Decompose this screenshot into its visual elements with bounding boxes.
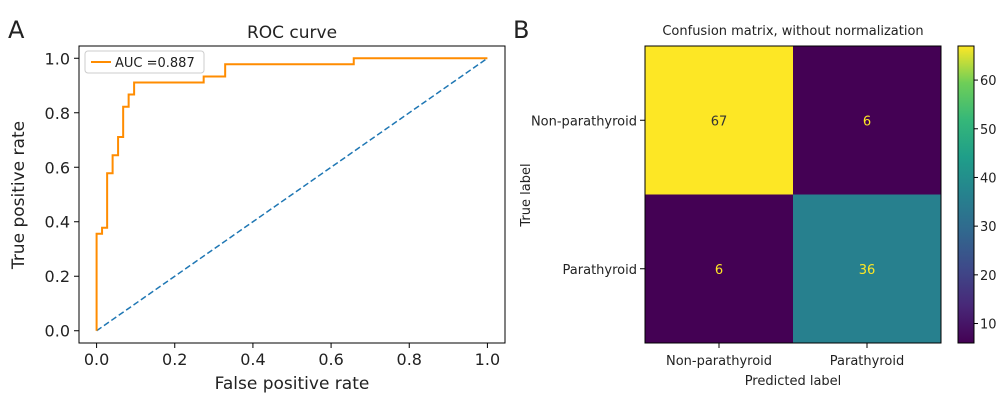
colorbar-tick-label: 30 xyxy=(980,220,997,235)
confusion-cell xyxy=(645,194,793,343)
colorbar-tick-label: 50 xyxy=(980,123,997,138)
confusion-frame xyxy=(644,45,942,344)
panel-letter-b: B xyxy=(513,16,529,44)
confusion-panel: B Confusion matrix, without normalizatio… xyxy=(513,16,997,389)
confusion-title: Confusion matrix, without normalization xyxy=(662,24,923,39)
roc-y-tick-label: 0.4 xyxy=(45,213,70,232)
roc-x-tick-label: 0.6 xyxy=(318,350,343,369)
colorbar-tick-label: 10 xyxy=(980,318,997,333)
roc-legend: AUC =0.887 xyxy=(84,50,205,74)
confusion-x-tick-label: Non-parathyroid xyxy=(666,354,772,369)
confusion-cells: 67 6 6 36 xyxy=(645,46,941,343)
roc-y-tick-label: 0.8 xyxy=(45,104,70,123)
roc-x-tick-label: 0.2 xyxy=(162,350,187,369)
legend-box xyxy=(84,50,205,74)
confusion-x-axis-label: Predicted label xyxy=(745,374,842,389)
colorbar-tick-label: 20 xyxy=(980,269,997,284)
roc-curve-line xyxy=(95,57,488,331)
confusion-cell-value: 36 xyxy=(859,263,876,278)
roc-y-tick-label: 0.6 xyxy=(45,158,70,177)
confusion-y-ticks: Non-parathyroid Parathyroid xyxy=(531,114,645,278)
roc-y-tick-label: 1.0 xyxy=(45,49,70,68)
roc-y-axis-label: True positive rate xyxy=(9,121,29,270)
confusion-cell xyxy=(793,46,941,195)
confusion-y-tick-label: Parathyroid xyxy=(563,263,637,278)
roc-series-group xyxy=(95,57,488,332)
roc-x-tick-label: 0.8 xyxy=(397,350,422,369)
confusion-y-tick-label: Non-parathyroid xyxy=(531,114,637,129)
legend-entry-auc: AUC =0.887 xyxy=(115,56,195,71)
colorbar-tick-label: 60 xyxy=(980,74,997,89)
roc-y-ticks: 0.0 0.2 0.4 0.6 0.8 1.0 xyxy=(45,49,79,341)
panel-letter-a: A xyxy=(8,16,25,44)
roc-y-tick-label: 0.0 xyxy=(45,322,70,341)
roc-plot-frame xyxy=(78,45,506,344)
colorbar-ticks: 10 20 30 40 50 60 xyxy=(974,74,997,333)
chance-diagonal-line xyxy=(96,57,488,332)
confusion-x-tick-label: Parathyroid xyxy=(830,354,904,369)
confusion-cell xyxy=(793,194,941,343)
confusion-cell-value: 6 xyxy=(863,114,871,129)
roc-x-axis-label: False positive rate xyxy=(215,374,370,394)
confusion-cell-value: 6 xyxy=(715,263,723,278)
roc-x-tick-label: 0.4 xyxy=(240,350,265,369)
roc-x-tick-label: 0.0 xyxy=(84,350,109,369)
confusion-y-axis-label: True label xyxy=(519,163,534,227)
confusion-cell xyxy=(645,46,793,195)
roc-x-tick-label: 1.0 xyxy=(475,350,500,369)
colorbar-tick-label: 40 xyxy=(980,171,997,186)
confusion-cell-value: 67 xyxy=(711,114,728,129)
roc-title: ROC curve xyxy=(247,23,337,43)
colorbar xyxy=(957,45,975,344)
roc-panel: A ROC curve 0.0 0.2 0.4 0.6 0.8 1.0 0.0 0.2 0.4… xyxy=(8,16,506,394)
confusion-x-ticks: Non-parathyroid Parathyroid xyxy=(666,343,904,369)
roc-y-tick-label: 0.2 xyxy=(45,267,70,286)
roc-x-ticks: 0.0 0.2 0.4 0.6 0.8 1.0 xyxy=(84,343,500,369)
